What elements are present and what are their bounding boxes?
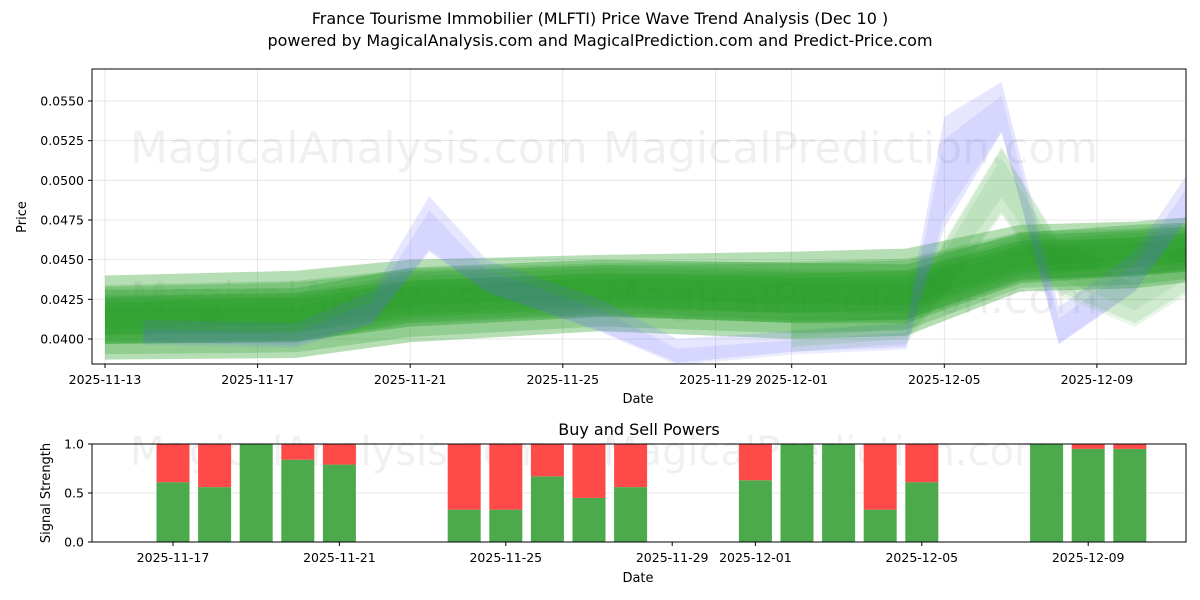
x-tick-label: 2025-11-13 bbox=[69, 372, 142, 387]
y-tick-label: 0.0425 bbox=[40, 292, 84, 307]
wave-band bbox=[105, 217, 1186, 360]
bar-y-axis-label: Signal Strength bbox=[39, 443, 54, 543]
x-tick-label: 2025-12-01 bbox=[755, 372, 828, 387]
x-tick-label: 2025-11-21 bbox=[303, 550, 376, 565]
sell-bar bbox=[1113, 444, 1147, 449]
y-tick-label: 0.0 bbox=[64, 535, 84, 550]
buy-bar bbox=[530, 476, 564, 542]
wave-band bbox=[105, 230, 1186, 342]
price-y-axis: 0.0400 0.0425 0.0450 0.0475 0.0500 0.0525 0.05… bbox=[40, 93, 92, 347]
y-tick-label: 0.0450 bbox=[40, 252, 84, 267]
sell-bar bbox=[614, 444, 648, 488]
sell-bar bbox=[1071, 444, 1105, 449]
x-tick-label: 2025-12-05 bbox=[885, 550, 958, 565]
buy-bar bbox=[905, 482, 939, 542]
y-tick-label: 0.0400 bbox=[40, 332, 84, 347]
bar-y-axis: 0.0 0.5 1.0 bbox=[64, 437, 92, 550]
buy-bar bbox=[322, 464, 356, 542]
buy-bar bbox=[156, 482, 190, 542]
sell-bar bbox=[572, 444, 606, 498]
watermark: MagicalPrediction.com bbox=[603, 273, 1098, 324]
y-tick-label: 0.5 bbox=[64, 486, 84, 501]
wave-band bbox=[105, 233, 1186, 335]
x-tick-label: 2025-11-17 bbox=[137, 550, 210, 565]
wave-band bbox=[791, 146, 1186, 337]
wave-band bbox=[105, 226, 1186, 355]
watermark: MagicalAnalysis.com bbox=[130, 273, 588, 324]
buy-bar bbox=[281, 459, 315, 542]
sell-bar bbox=[863, 444, 897, 510]
sell-bar bbox=[905, 444, 939, 483]
watermark: MagicalAnalysis.com bbox=[130, 123, 588, 174]
sell-bar bbox=[198, 444, 232, 488]
buy-bar bbox=[572, 497, 606, 542]
y-tick-label: 1.0 bbox=[64, 437, 84, 452]
price-watermarks: MagicalAnalysis.com MagicalPrediction.com… bbox=[130, 123, 1098, 324]
y-tick-label: 0.0525 bbox=[40, 133, 84, 148]
y-tick-label: 0.0475 bbox=[40, 212, 84, 227]
x-tick-label: 2025-11-21 bbox=[374, 372, 447, 387]
price-grid bbox=[92, 69, 1186, 364]
wave-band bbox=[791, 148, 1186, 347]
buy-bar bbox=[1071, 448, 1105, 542]
buy-bar bbox=[822, 444, 856, 542]
price-frame bbox=[91, 68, 1187, 365]
sell-bar bbox=[322, 444, 356, 465]
wave-band bbox=[143, 81, 1186, 363]
x-tick-label: 2025-12-01 bbox=[719, 550, 792, 565]
buy-sell-chart: Buy and Sell Powers MagicalAnalysis.comM… bbox=[39, 420, 1187, 586]
price-plot-area bbox=[92, 69, 1186, 364]
x-tick-label: 2025-11-25 bbox=[526, 372, 599, 387]
buy-bar bbox=[239, 444, 273, 542]
x-tick-label: 2025-11-29 bbox=[679, 372, 752, 387]
sell-bar bbox=[156, 444, 190, 483]
buy-bar bbox=[1113, 448, 1147, 542]
sell-bar bbox=[738, 444, 772, 481]
buy-bar bbox=[489, 509, 523, 542]
chart-title: France Tourisme Immobilier (MLFTI) Price… bbox=[311, 9, 889, 28]
buy-bar bbox=[198, 487, 232, 542]
buy-bar bbox=[863, 509, 897, 542]
sell-bar bbox=[489, 444, 523, 510]
buy-bar bbox=[447, 509, 481, 542]
chart-subtitle: powered by MagicalAnalysis.com and Magic… bbox=[267, 31, 933, 50]
sell-bar bbox=[530, 444, 564, 477]
bar-x-axis-label: Date bbox=[622, 571, 653, 586]
wave-band bbox=[105, 239, 1186, 336]
bar-x-axis: 2025-11-17 2025-11-21 2025-11-25 2025-11-29… bbox=[137, 542, 1125, 565]
sell-bar bbox=[281, 444, 315, 460]
buy-sell-bars bbox=[156, 444, 1147, 542]
price-chart: MagicalAnalysis.com MagicalPrediction.com… bbox=[15, 68, 1187, 407]
x-tick-label: 2025-11-25 bbox=[469, 550, 542, 565]
x-tick-label: 2025-12-09 bbox=[1061, 372, 1134, 387]
buy-bar bbox=[780, 444, 814, 542]
y-tick-label: 0.0500 bbox=[40, 173, 84, 188]
buy-bar bbox=[738, 480, 772, 542]
price-wave-bands bbox=[105, 81, 1186, 364]
price-x-axis-label: Date bbox=[622, 392, 653, 407]
wave-band bbox=[791, 157, 1186, 352]
buy-bar bbox=[614, 487, 648, 542]
x-tick-label: 2025-12-09 bbox=[1052, 550, 1125, 565]
y-tick-label: 0.0550 bbox=[40, 93, 84, 108]
x-tick-label: 2025-12-05 bbox=[908, 372, 981, 387]
price-x-axis: 2025-11-13 2025-11-17 2025-11-21 2025-11-25… bbox=[69, 364, 1134, 387]
wave-band bbox=[105, 238, 1186, 344]
wave-band bbox=[105, 224, 1186, 344]
buy-bar bbox=[1030, 444, 1064, 542]
buy-sell-title: Buy and Sell Powers bbox=[558, 420, 720, 439]
watermark: MagicalPrediction.com bbox=[603, 123, 1098, 174]
wave-band bbox=[105, 234, 1186, 327]
wave-band bbox=[105, 227, 1186, 333]
price-y-axis-label: Price bbox=[15, 201, 30, 233]
sell-bar bbox=[447, 444, 481, 510]
wave-band bbox=[105, 222, 1186, 344]
wave-band bbox=[143, 95, 1186, 364]
x-tick-label: 2025-11-17 bbox=[221, 372, 294, 387]
x-tick-label: 2025-11-29 bbox=[636, 550, 709, 565]
